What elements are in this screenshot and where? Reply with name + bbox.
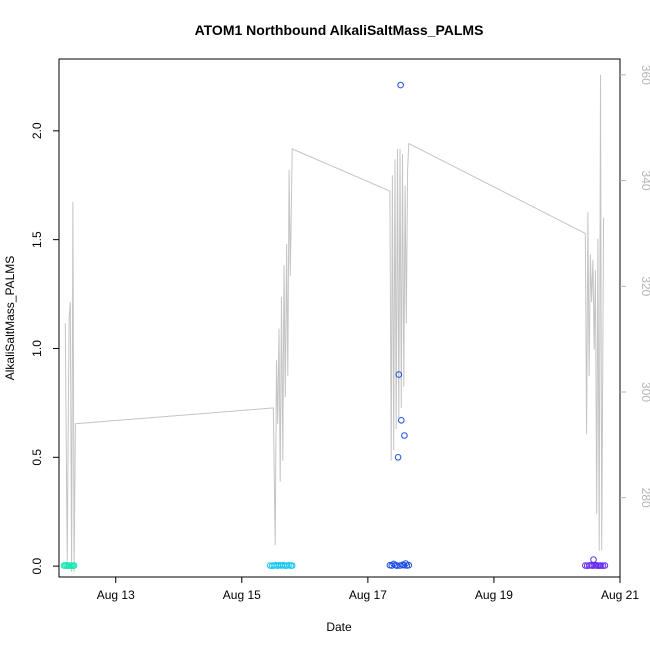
data-point xyxy=(401,432,408,439)
data-point xyxy=(70,562,78,569)
chart-title: ATOM1 Northbound AlkaliSaltMass_PALMS xyxy=(195,22,484,38)
x-axis: Aug 13 Aug 15 Aug 17 Aug 19 Aug 21 xyxy=(97,577,639,602)
data-point xyxy=(398,417,405,424)
data-point xyxy=(288,562,296,569)
plot-frame xyxy=(58,58,621,578)
data-point xyxy=(397,81,404,89)
data-point xyxy=(394,454,402,461)
x-tick-label: Aug 15 xyxy=(223,588,261,602)
x-axis-label: Date xyxy=(326,620,352,634)
x-tick-label: Aug 21 xyxy=(601,588,639,602)
data-point xyxy=(601,562,609,569)
y2-tick-label: 360 xyxy=(639,65,650,85)
series-line-0 xyxy=(64,74,605,572)
x-tick-label: Aug 17 xyxy=(349,588,387,602)
y2-tick-label: 280 xyxy=(639,488,650,508)
y-tick-label: 1.5 xyxy=(30,231,44,248)
y2-tick-label: 340 xyxy=(639,171,650,191)
y-axis-label: AlkaliSaltMass_PALMS xyxy=(3,256,17,381)
data-point xyxy=(590,556,597,563)
data-point xyxy=(405,561,413,569)
y-tick-label: 1.0 xyxy=(30,340,44,357)
data-point xyxy=(395,371,403,378)
y2-tick-label: 300 xyxy=(639,382,650,402)
y-tick-label: 2.0 xyxy=(30,122,44,139)
line-layer xyxy=(64,74,605,572)
y-tick-label: 0.5 xyxy=(30,449,44,466)
y2-axis: 280 300 320 340 360 xyxy=(620,65,650,508)
x-tick-label: Aug 19 xyxy=(475,588,513,602)
y-axis: 0.0 0.5 1.0 1.5 2.0 xyxy=(30,122,59,574)
y2-tick-label: 320 xyxy=(639,276,650,296)
x-tick-label: Aug 13 xyxy=(97,588,135,602)
data-point xyxy=(400,561,408,569)
y-tick-label: 0.0 xyxy=(30,557,44,574)
data-point xyxy=(589,562,596,570)
points-layer xyxy=(60,81,609,570)
